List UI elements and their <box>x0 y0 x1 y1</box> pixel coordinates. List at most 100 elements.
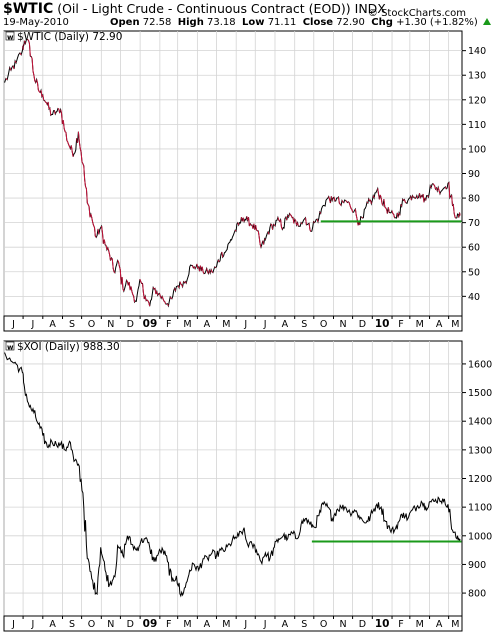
chg-value: +1.30 (+1.82%) <box>396 17 478 28</box>
x-axis-band <box>3 615 463 632</box>
down-segment <box>234 229 237 232</box>
x-tick-label: J <box>243 319 247 330</box>
legend-marker-icon <box>5 31 15 41</box>
down-segment <box>87 204 90 207</box>
down-segment <box>28 43 31 57</box>
down-segment <box>131 291 134 295</box>
down-segment <box>271 224 274 230</box>
down-segment <box>183 281 185 284</box>
down-segment <box>202 271 205 274</box>
down-segment <box>47 101 50 110</box>
x-tick-label: S <box>301 619 307 630</box>
down-segment <box>164 301 167 305</box>
down-segment <box>361 216 363 219</box>
down-segment <box>161 296 164 299</box>
y-tick-label: 50 <box>468 267 480 278</box>
x-tick-label: O <box>88 619 95 630</box>
quote-row: Open 72.58 High 73.18 Low 71.11 Close 72… <box>110 17 492 28</box>
y-tick-label: 80 <box>468 194 480 205</box>
down-segment <box>313 221 315 223</box>
down-segment <box>308 223 311 231</box>
down-segment <box>377 188 380 195</box>
down-segment <box>246 216 249 221</box>
down-segment <box>113 271 116 274</box>
y-tick-label: 900 <box>468 560 486 571</box>
down-segment <box>330 196 333 201</box>
down-segment <box>300 222 303 225</box>
down-segment <box>309 229 312 232</box>
down-segment <box>69 146 71 149</box>
x-tick-label: J <box>11 319 15 330</box>
x-tick-label: 09 <box>143 318 158 330</box>
down-segment <box>444 186 447 190</box>
x-tick-label: M <box>451 619 459 630</box>
header-title: $WTIC (Oil - Light Crude - Continuous Co… <box>3 1 386 17</box>
down-segment <box>184 281 187 284</box>
down-segment <box>53 110 56 115</box>
y-tick-label: 100 <box>468 144 486 155</box>
down-segment <box>411 195 414 198</box>
down-segment <box>45 101 47 104</box>
down-segment <box>316 218 319 223</box>
down-segment <box>402 198 404 201</box>
x-tick-label: D <box>127 619 134 630</box>
down-segment <box>391 210 394 214</box>
down-segment <box>9 67 12 71</box>
down-segment <box>370 200 372 204</box>
down-segment <box>249 223 252 226</box>
x-tick-label: J <box>263 319 267 330</box>
x-tick-label: D <box>359 619 366 630</box>
down-segment <box>289 214 292 217</box>
legend-marker-label: w <box>7 344 14 352</box>
x-tick-label: N <box>339 319 346 330</box>
down-segment <box>158 293 161 297</box>
y-tick-label: 70 <box>468 218 480 229</box>
down-segment <box>169 296 172 299</box>
x-tick-label: A <box>282 319 289 330</box>
y-tick-label: 140 <box>468 46 486 57</box>
legend-marker-icon <box>5 341 15 351</box>
down-segment <box>208 270 211 274</box>
down-segment <box>77 131 80 142</box>
x-tick-label: O <box>320 319 327 330</box>
y-tick-label: 120 <box>468 95 486 106</box>
down-segment <box>167 303 169 307</box>
down-segment <box>196 263 199 269</box>
x-tick-label: F <box>398 319 403 330</box>
x-tick-label: S <box>301 319 307 330</box>
down-segment <box>63 128 66 132</box>
down-segment <box>451 195 453 206</box>
chg-label: Chg <box>371 17 393 28</box>
y-tick-label: 40 <box>468 292 480 303</box>
down-segment <box>92 222 95 226</box>
panel-title: $XOI (Daily) 988.30 <box>17 341 120 353</box>
down-segment <box>267 231 270 235</box>
down-segment <box>79 148 82 153</box>
y-tick-label: 1100 <box>468 503 492 514</box>
x-tick-label: F <box>398 619 403 630</box>
down-segment <box>433 184 436 187</box>
x-axis-2: J J A S O N D 09 F M A M J J A S O N D 10 F M A M <box>3 615 463 632</box>
chart-panel-1: 40 50 60 70 80 90 100 110 120 130 140 w $WTIC (Daily… <box>3 30 486 317</box>
down-segment <box>128 281 131 291</box>
down-segment <box>258 236 261 245</box>
down-segment <box>457 214 460 218</box>
y-tick-label: 1300 <box>468 445 492 456</box>
down-segment <box>64 131 67 133</box>
down-segment <box>32 70 35 76</box>
down-segment <box>345 200 347 202</box>
down-segment <box>40 90 43 97</box>
down-segment <box>142 283 144 293</box>
down-segment <box>383 199 386 207</box>
legend-marker-label: w <box>7 34 14 42</box>
down-segment <box>328 196 331 200</box>
down-segment <box>44 100 46 103</box>
down-segment <box>49 108 52 116</box>
down-segment <box>404 201 407 204</box>
down-segment <box>126 281 129 286</box>
down-segment <box>109 254 111 261</box>
down-segment <box>83 165 86 180</box>
down-segment <box>398 212 401 216</box>
down-segment <box>210 269 213 272</box>
down-segment <box>385 207 387 210</box>
